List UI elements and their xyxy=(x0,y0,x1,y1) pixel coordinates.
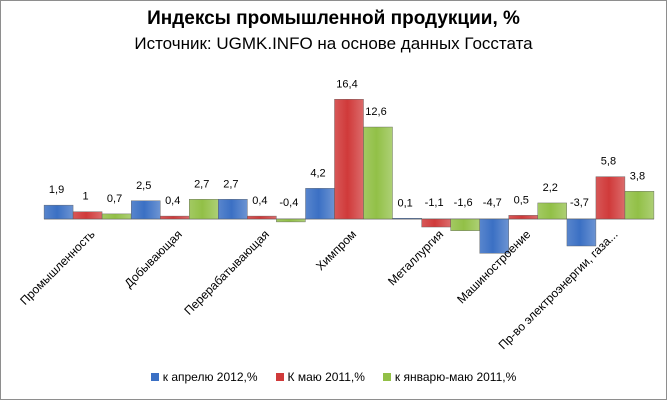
data-label-3-7: 3,8 xyxy=(630,170,645,182)
bar-3-7 xyxy=(624,191,655,220)
legend-label-series-1: к апрелю 2012,% xyxy=(162,370,258,384)
bar-1-6 xyxy=(479,218,509,254)
legend: к апрелю 2012,% К маю 2011,% к январю-ма… xyxy=(0,370,667,384)
data-label-1-1: 1,9 xyxy=(49,184,64,196)
data-label-1-4: 4,2 xyxy=(310,167,325,179)
bar-1-3 xyxy=(218,199,248,220)
data-label-2-2: 0,4 xyxy=(165,195,180,207)
data-label-1-5: 0,1 xyxy=(397,197,412,209)
bar-2-6 xyxy=(508,215,538,220)
data-label-3-4: 12,6 xyxy=(365,106,386,118)
bar-3-5 xyxy=(450,218,480,231)
bar-2-2 xyxy=(160,215,190,220)
bar-1-1 xyxy=(43,204,74,220)
data-label-2-4: 16,4 xyxy=(336,78,357,90)
data-label-2-7: 5,8 xyxy=(601,156,616,168)
bar-2-7 xyxy=(595,176,626,220)
bar-1-2 xyxy=(131,200,161,220)
legend-item-series-1: к апрелю 2012,% xyxy=(150,370,258,384)
legend-label-series-3: к январю-маю 2011,% xyxy=(394,370,517,384)
data-label-3-3: -0,4 xyxy=(279,197,298,209)
bar-1-7 xyxy=(566,218,597,247)
legend-swatch-series-3 xyxy=(382,373,391,381)
data-label-2-1: 1 xyxy=(83,191,89,203)
bar-1-4 xyxy=(305,188,335,220)
bar-2-4 xyxy=(334,99,364,220)
data-label-2-6: 0,5 xyxy=(514,194,529,206)
category-label-4: Химпром xyxy=(313,227,359,273)
category-label-3: Перерабатывающая xyxy=(181,227,272,318)
bar-3-2 xyxy=(189,199,219,220)
chart-subtitle: Источник: UGMK.INFO на основе данных Гос… xyxy=(134,34,533,53)
bar-2-3 xyxy=(247,215,277,220)
bar-2-5 xyxy=(421,218,451,228)
bar-3-4 xyxy=(363,126,393,220)
category-label-5: Металлургия xyxy=(385,227,446,288)
legend-swatch-series-2 xyxy=(275,373,284,381)
legend-item-series-3: к январю-маю 2011,% xyxy=(382,370,517,384)
category-label-2: Добывающая xyxy=(122,227,185,290)
data-label-2-5: -1,1 xyxy=(425,197,444,209)
data-label-3-2: 2,7 xyxy=(194,178,209,190)
data-label-3-6: 2,2 xyxy=(543,182,558,194)
bar-2-1 xyxy=(72,211,103,220)
data-label-3-1: 0,7 xyxy=(107,193,122,205)
legend-label-series-2: К маю 2011,% xyxy=(287,370,365,384)
bar-3-6 xyxy=(537,202,567,220)
data-label-2-3: 0,4 xyxy=(252,195,267,207)
data-label-3-5: -1,6 xyxy=(454,197,473,209)
data-label-1-3: 2,7 xyxy=(223,178,238,190)
bar-1-5 xyxy=(392,218,422,220)
data-label-1-6: -4,7 xyxy=(483,197,502,209)
bar-3-3 xyxy=(276,218,306,223)
legend-item-series-2: К маю 2011,% xyxy=(275,370,365,384)
bar-3-1 xyxy=(101,213,132,220)
data-label-1-2: 2,5 xyxy=(136,180,151,192)
data-label-1-7: -3,7 xyxy=(570,197,589,209)
category-label-1: Промышленность xyxy=(17,227,97,307)
legend-swatch-series-1 xyxy=(150,373,159,381)
chart-title: Индексы промышленной продукции, % xyxy=(147,8,520,29)
